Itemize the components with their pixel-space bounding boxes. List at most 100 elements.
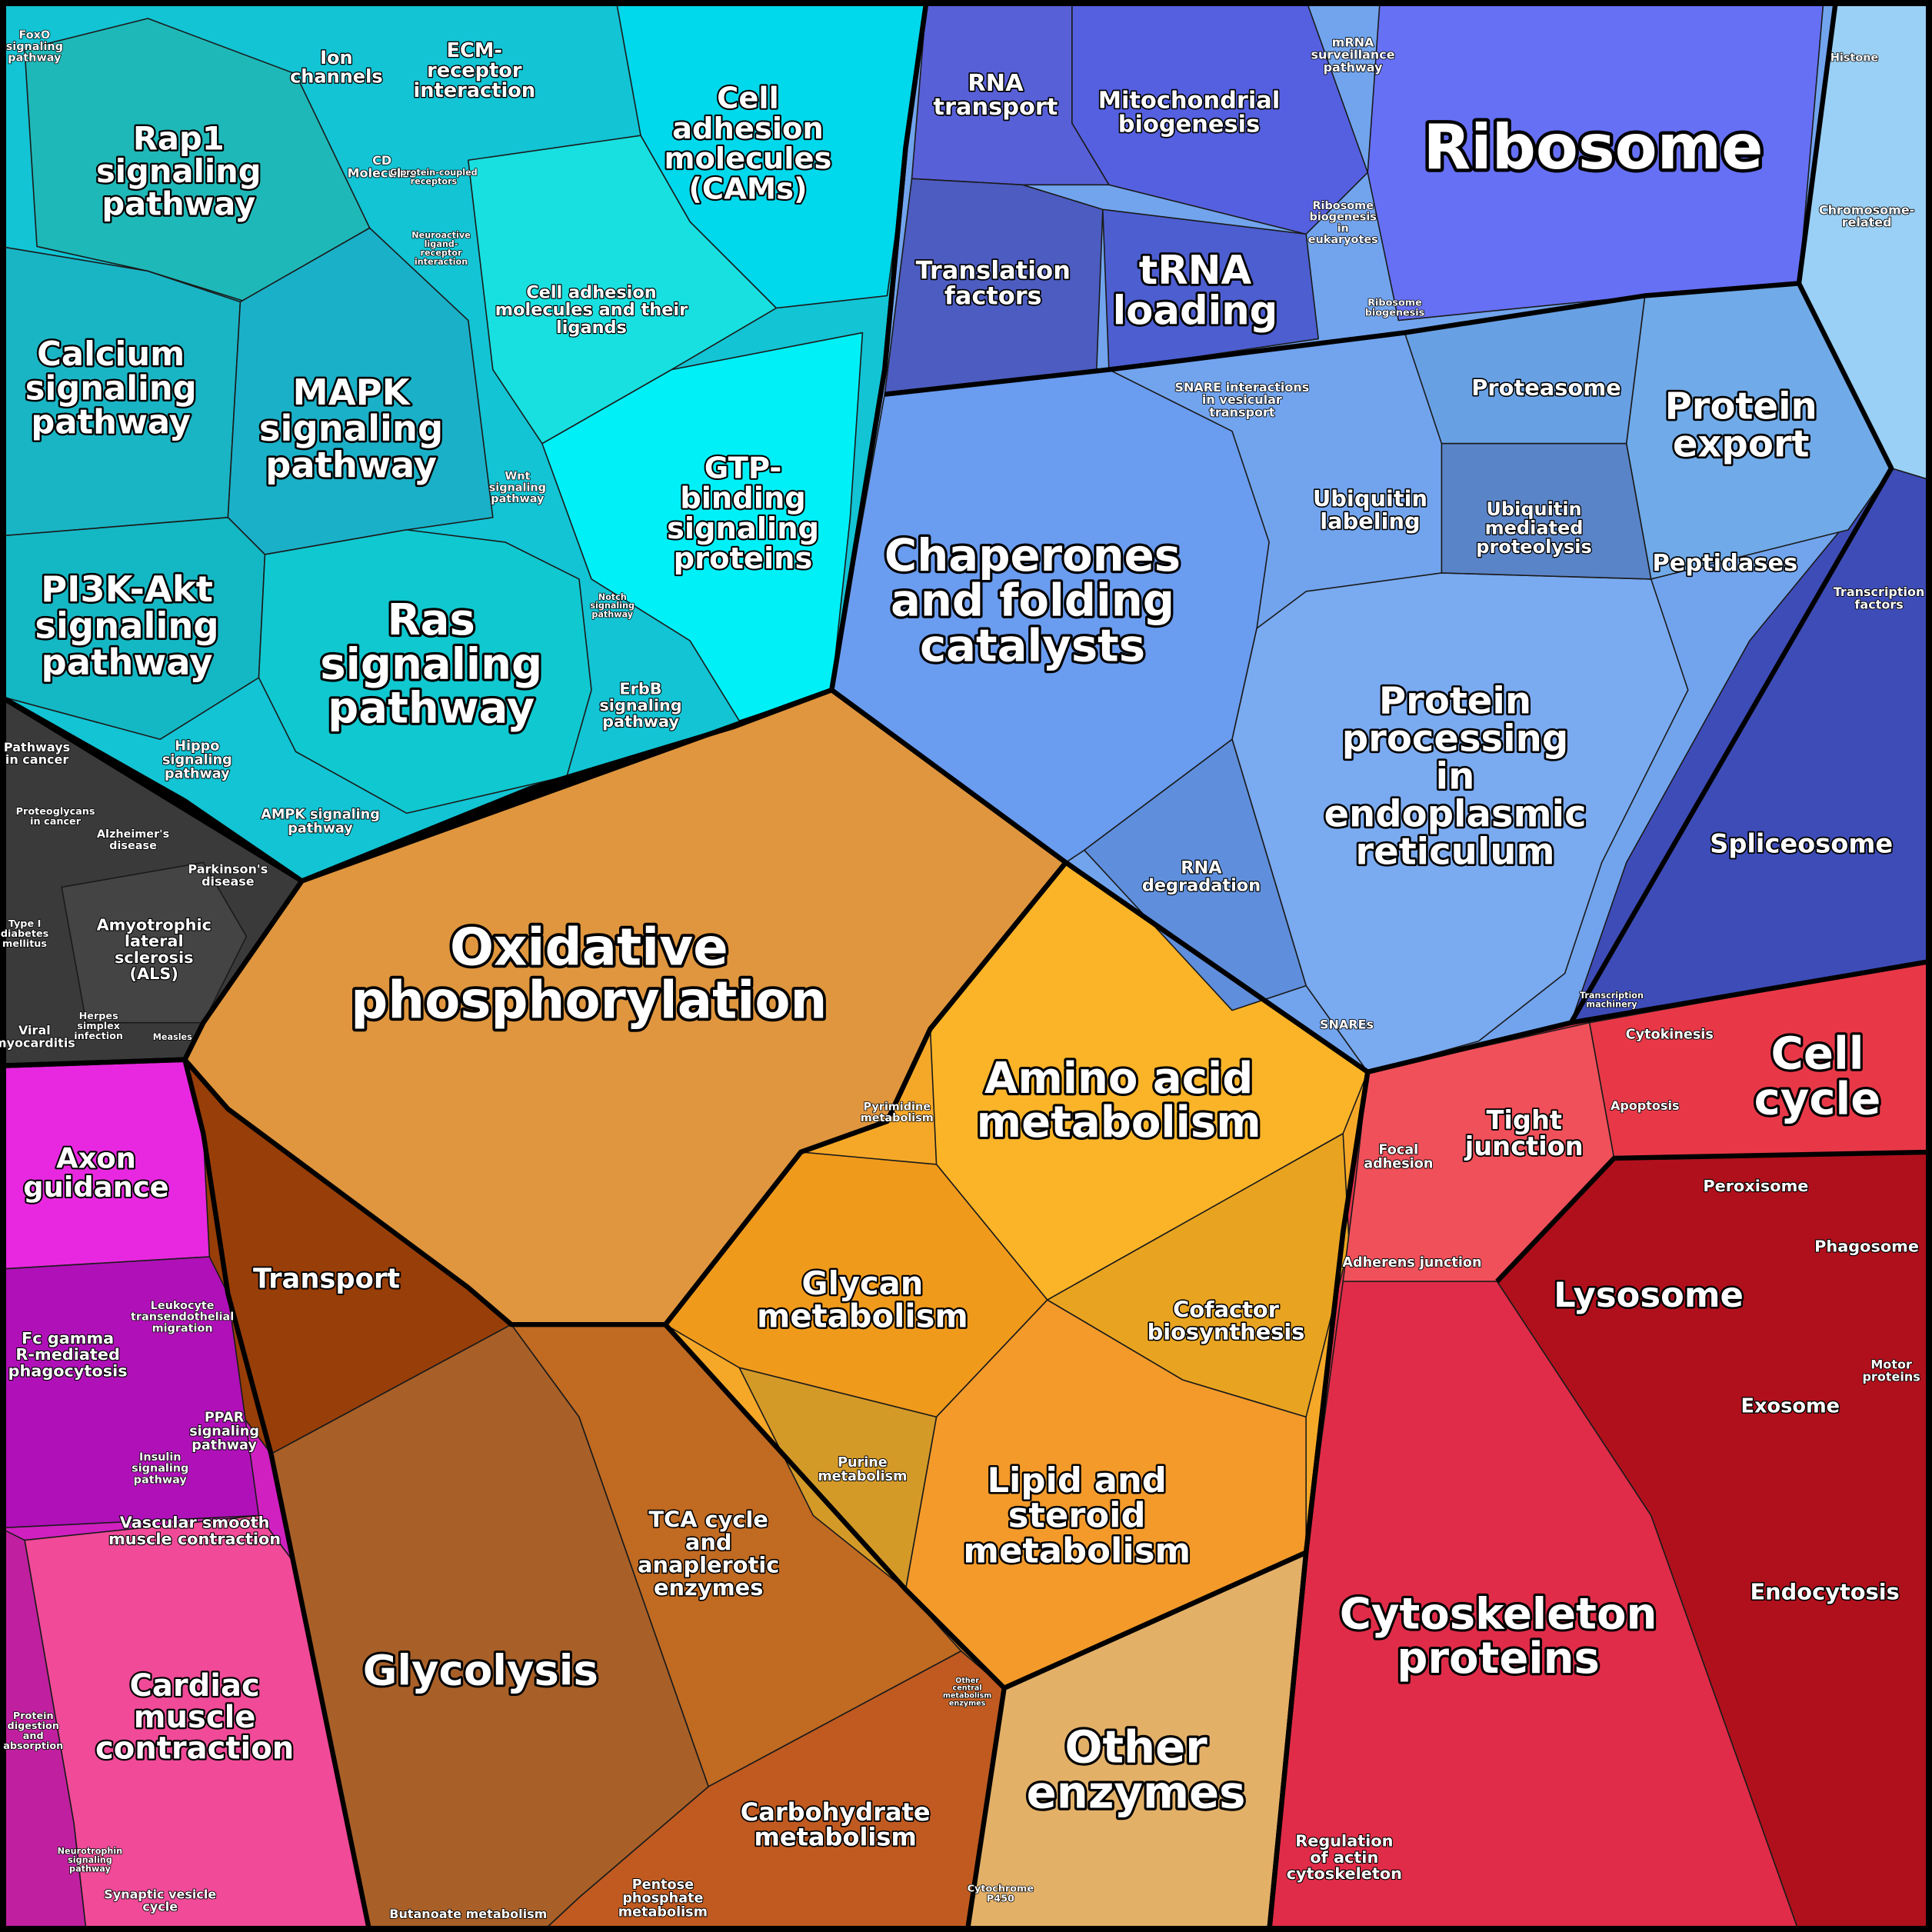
region-label: Protein — [1665, 385, 1817, 428]
region-label: Notch — [598, 592, 627, 602]
region-label: Cell adhesion — [526, 282, 656, 302]
region-label: loading — [1113, 288, 1278, 334]
region-label: Fc gamma — [22, 1329, 114, 1347]
region-label: pathway — [42, 641, 213, 683]
region-label: disease — [202, 874, 255, 889]
border — [1495, 1149, 1932, 1284]
region-label: metabolism — [757, 1297, 968, 1335]
region-label: ErbB — [619, 680, 661, 698]
cell — [0, 1527, 87, 1932]
region-label: and folding — [891, 575, 1174, 627]
region-label: binding — [680, 481, 806, 516]
region-label: guidance — [23, 1171, 168, 1204]
region-label: Herpes — [79, 1011, 119, 1022]
region-label: Apoptosis — [1611, 1098, 1680, 1113]
region-label: cycle — [142, 1900, 178, 1914]
cell — [1102, 208, 1319, 371]
region-label: AMPK signaling — [261, 808, 380, 823]
cell — [1441, 442, 1652, 580]
region-label: proteins — [674, 541, 813, 576]
region-label: transport — [933, 94, 1058, 121]
region-label: metabolism — [943, 1692, 991, 1700]
region-label: Tight — [1486, 1105, 1562, 1135]
region-label: catalysts — [920, 619, 1145, 671]
region-label: Cytoskeleton — [1340, 1590, 1657, 1640]
region-label: signaling — [35, 605, 218, 647]
region-label: Cell — [1771, 1028, 1864, 1080]
region-label: degradation — [1142, 876, 1261, 896]
region-label: GTP- — [705, 451, 782, 485]
region-label: Vascular smooth — [120, 1514, 270, 1532]
region-label: Glycolysis — [363, 1646, 598, 1695]
region-label: G protein-coupled — [390, 168, 478, 178]
region-label: in cancer — [5, 752, 69, 767]
region-label: export — [1673, 422, 1810, 465]
region-label: pathway — [165, 766, 230, 781]
region-label: Protein — [13, 1710, 54, 1722]
region-label: signaling — [590, 601, 635, 611]
border — [1266, 958, 1932, 1932]
region-label: migration — [152, 1322, 213, 1334]
region-label: biogenesis — [1310, 212, 1377, 224]
region-label: adhesion — [672, 112, 824, 146]
region-label: Lysosome — [1554, 1274, 1744, 1315]
region-label: RNA — [968, 70, 1024, 97]
region-label: Hippo — [175, 738, 219, 754]
region-label: of actin — [1310, 1848, 1378, 1867]
region-label: signaling — [320, 639, 542, 689]
region-label: metabolism — [818, 1469, 907, 1484]
region-label: Type I — [8, 918, 42, 930]
region-label: Peroxisome — [1703, 1177, 1808, 1195]
region-label: Molecules — [348, 166, 417, 181]
region-label: Focal — [1378, 1142, 1418, 1158]
region-label: endoplasmic — [1324, 793, 1586, 836]
region-label: diabetes — [1, 928, 49, 940]
region-label: Chaperones — [884, 529, 1181, 581]
region-label: and — [685, 1529, 732, 1555]
region-label: Butanoate metabolism — [389, 1907, 547, 1921]
region-label: disease — [109, 840, 157, 852]
region-label: Ribosome — [1423, 112, 1763, 183]
region-label: reticulum — [1355, 831, 1554, 874]
region-label: Ribosome — [1367, 297, 1422, 308]
region-label: transendothelial — [131, 1311, 234, 1324]
region-label: Axon — [56, 1141, 136, 1174]
region-label: metabolism — [977, 1098, 1261, 1148]
region-label: Exosome — [1740, 1395, 1840, 1418]
region-label: Parkinson's — [188, 861, 268, 876]
region-label: molecules and their — [495, 300, 688, 320]
region-label: phosphate — [622, 1891, 703, 1907]
region-label: muscle contraction — [108, 1530, 281, 1548]
region-label: cytoskeleton — [1287, 1864, 1402, 1883]
region-label: TCA cycle — [648, 1507, 768, 1533]
region-label: cycle — [1754, 1072, 1881, 1124]
region-label: PPAR — [205, 1411, 245, 1426]
region-label: Chromosome- — [1819, 202, 1914, 217]
region-label: signaling — [96, 152, 261, 190]
region-label: Motor — [1870, 1357, 1912, 1371]
region-label: receptors — [411, 176, 458, 186]
region-label: signaling — [667, 511, 819, 546]
region-label: Pyrimidine — [864, 1101, 931, 1113]
region-label: Viral — [18, 1023, 51, 1038]
region-label: factors — [1854, 597, 1903, 611]
region-label: pathway — [102, 185, 255, 222]
region-label: and — [23, 1730, 44, 1742]
region-label: mediated — [1485, 517, 1584, 538]
region-label: pathway — [591, 610, 633, 620]
region-label: metabolism — [861, 1112, 934, 1124]
region-label: transport — [1209, 405, 1275, 420]
region-label: phagocytosis — [8, 1361, 128, 1380]
border — [0, 1057, 372, 1932]
region-label: factors — [944, 281, 1042, 310]
region-label: interaction — [415, 257, 468, 267]
region-label: signaling — [599, 696, 681, 715]
region-label: pathway — [8, 52, 62, 65]
region-label: phosphorylation — [351, 970, 827, 1030]
region-label: Pathways — [4, 740, 70, 754]
region-label: Calcium — [37, 335, 185, 374]
region-label: biosynthesis — [1148, 1319, 1305, 1345]
region-label: Peptidases — [1652, 550, 1797, 577]
region-label: signaling — [162, 752, 232, 768]
region-label: lateral — [125, 932, 184, 951]
